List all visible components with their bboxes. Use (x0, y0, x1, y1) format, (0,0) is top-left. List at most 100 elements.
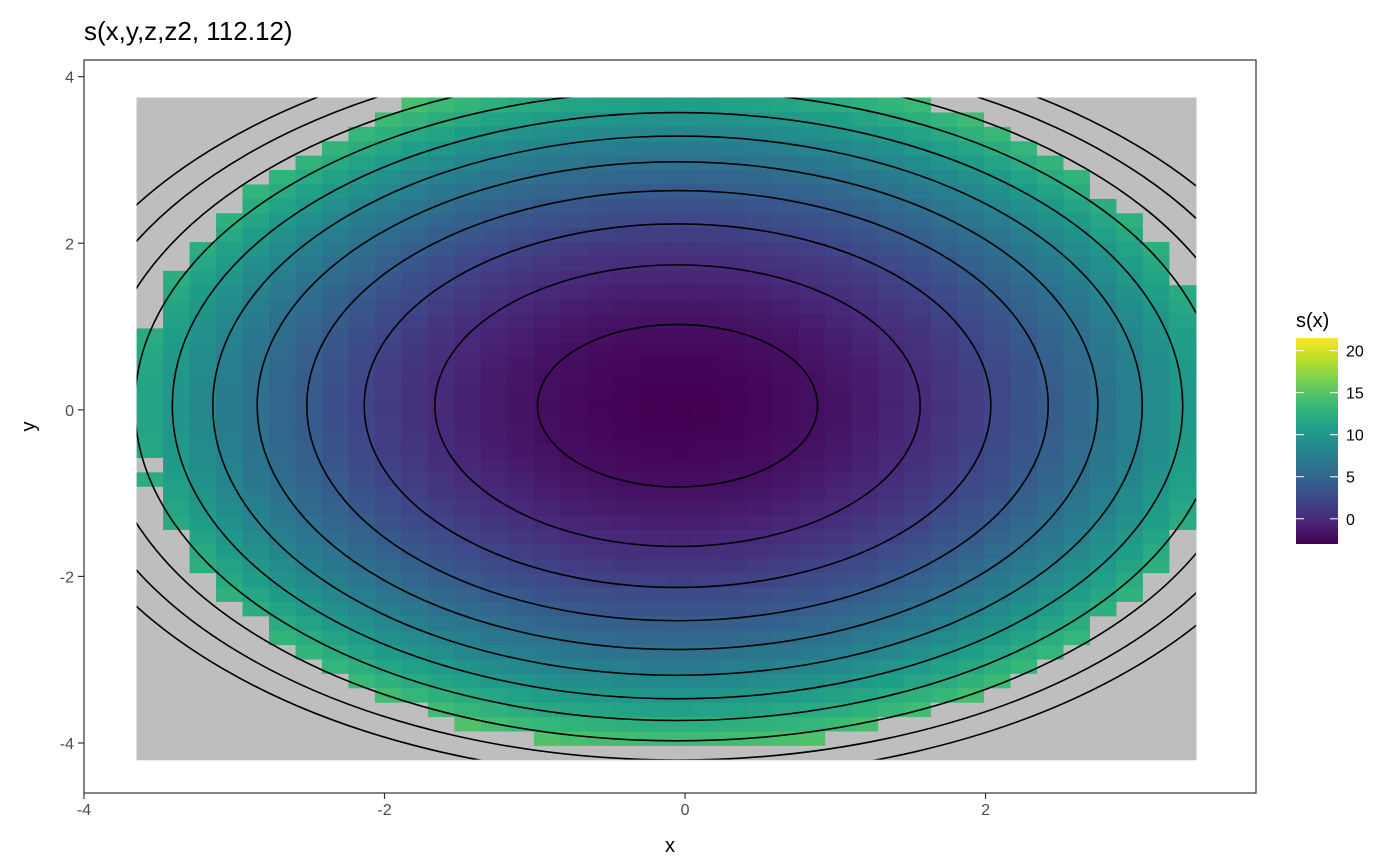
heatmap-cell (851, 428, 879, 444)
heatmap-cell (401, 558, 429, 574)
heatmap-cell (613, 730, 641, 746)
heatmap-cell (639, 687, 667, 703)
missing-cell (1169, 227, 1197, 243)
heatmap-cell (374, 255, 403, 271)
heatmap-cell (136, 342, 164, 358)
heatmap-cell (1116, 212, 1144, 228)
missing-cell (401, 730, 429, 746)
heatmap-cell (507, 399, 535, 415)
heatmap-cell (454, 414, 482, 430)
heatmap-cell (216, 385, 244, 401)
missing-cell (136, 241, 164, 257)
heatmap-cell (878, 342, 906, 358)
heatmap-cell (480, 687, 508, 703)
missing-cell (189, 140, 217, 156)
heatmap-cell (719, 716, 747, 732)
missing-cell (1089, 730, 1118, 746)
heatmap-cell (904, 687, 932, 703)
contour-line (363, 223, 992, 589)
heatmap-cell (984, 227, 1012, 243)
heatmap-cell (401, 155, 429, 171)
heatmap-cell (666, 572, 694, 588)
legend-tick-label: 0 (1346, 512, 1355, 529)
heatmap-cell (269, 558, 297, 574)
heatmap-cell (666, 270, 694, 286)
heatmap-cell (851, 155, 879, 171)
heatmap-cell (639, 241, 667, 257)
missing-cell (1089, 615, 1118, 631)
heatmap-cell (1116, 241, 1144, 257)
heatmap-cell (242, 255, 270, 271)
heatmap-cell (295, 486, 323, 502)
heatmap-cell (772, 241, 800, 257)
missing-cell (136, 457, 164, 473)
heatmap-cell (560, 716, 588, 732)
heatmap-cell (666, 558, 694, 574)
heatmap-cell (189, 270, 217, 286)
heatmap-cell (586, 716, 614, 732)
heatmap-cell (136, 356, 164, 372)
heatmap-cell (1037, 471, 1065, 487)
heatmap-cell (745, 111, 773, 127)
heatmap-cell (904, 529, 932, 545)
heatmap-cell (507, 457, 535, 473)
heatmap-cell (772, 716, 800, 732)
heatmap-cell (692, 227, 720, 243)
missing-cell (321, 716, 350, 732)
heatmap-cell (507, 558, 535, 574)
heatmap-cell (374, 241, 403, 257)
heatmap-cell (136, 371, 164, 386)
heatmap-cell (692, 140, 720, 156)
heatmap-cell (825, 255, 853, 271)
heatmap-cell (772, 313, 800, 329)
missing-cell (957, 716, 985, 732)
heatmap-cell (639, 601, 667, 617)
heatmap-cell (401, 615, 429, 631)
missing-cell (1169, 572, 1197, 588)
missing-cell (295, 673, 323, 689)
heatmap-cell (745, 558, 773, 574)
heatmap-cell (189, 414, 217, 430)
heatmap-cell (507, 615, 535, 631)
missing-cell (269, 687, 297, 703)
missing-cell (1063, 126, 1091, 142)
heatmap-cell (745, 457, 773, 473)
heatmap-cell (772, 644, 800, 660)
missing-cell (1063, 716, 1091, 732)
missing-cell (984, 687, 1012, 703)
heatmap-cell (957, 558, 985, 574)
heatmap-cell (904, 183, 932, 199)
heatmap-cell (745, 140, 773, 156)
missing-cell (163, 529, 191, 545)
heatmap-cell (401, 442, 429, 458)
heatmap-cell (957, 658, 985, 674)
heatmap-cell (639, 284, 667, 300)
heatmap-cell (216, 241, 244, 257)
missing-cell (1037, 716, 1065, 732)
heatmap-cell (480, 198, 508, 214)
missing-cell (1010, 97, 1038, 113)
heatmap-cell (984, 342, 1012, 358)
missing-cell (1142, 183, 1171, 199)
heatmap-cell (1089, 486, 1118, 502)
heatmap-cell (639, 471, 667, 487)
heatmap-cell (984, 500, 1012, 516)
missing-cell (560, 745, 588, 761)
heatmap-cell (1142, 356, 1171, 372)
heatmap-cell (904, 255, 932, 271)
missing-cell (1037, 111, 1065, 127)
heatmap-cell (692, 327, 720, 343)
missing-cell (1116, 97, 1144, 113)
heatmap-cell (639, 428, 667, 444)
heatmap-cell (533, 586, 561, 602)
heatmap-cell (1116, 284, 1144, 300)
heatmap-cell (904, 500, 932, 516)
heatmap-cell (533, 399, 561, 415)
heatmap-cell (719, 673, 747, 689)
heatmap-cell (374, 299, 403, 315)
missing-cell (480, 745, 508, 761)
heatmap-cell (374, 572, 403, 588)
heatmap-cell (374, 371, 403, 386)
missing-cell (163, 572, 191, 588)
heatmap-cell (719, 486, 747, 502)
